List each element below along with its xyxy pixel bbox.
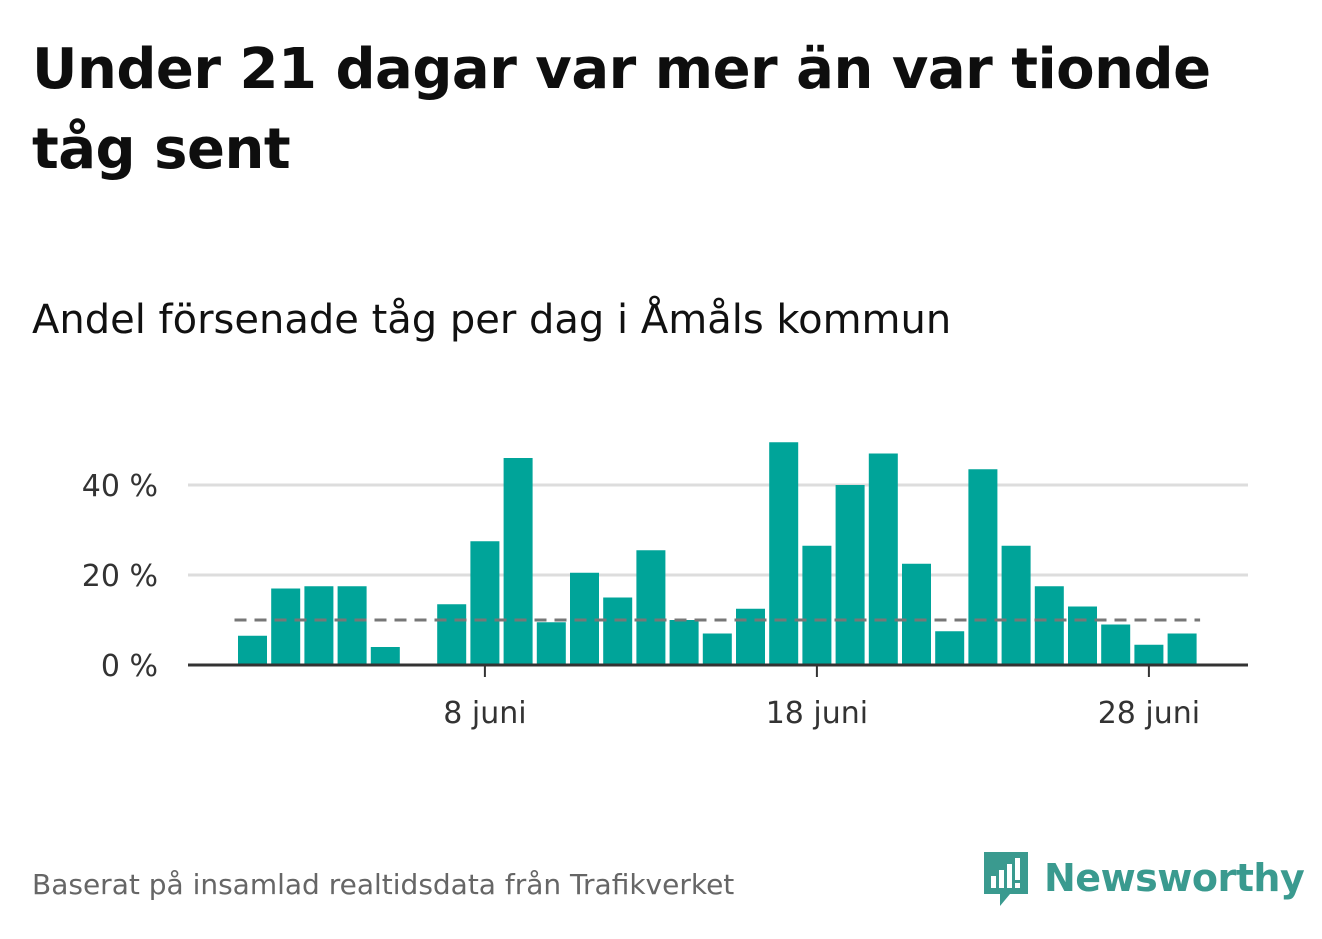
bar — [603, 597, 633, 665]
bar — [868, 453, 898, 665]
y-tick-label: 0 % — [101, 649, 158, 684]
bar — [304, 586, 334, 665]
source-note: Baserat på insamlad realtidsdata från Tr… — [32, 868, 735, 901]
bar — [1034, 586, 1064, 665]
bar — [636, 550, 666, 665]
bar — [437, 604, 467, 665]
bar — [802, 545, 832, 665]
bar — [835, 485, 865, 665]
bar — [503, 458, 533, 665]
y-tick-label: 40 % — [82, 469, 158, 504]
bar — [769, 442, 799, 665]
bar — [702, 633, 732, 665]
x-tick-label: 8 juni — [443, 696, 526, 731]
bar — [470, 541, 500, 665]
bar-chart: 0 % 20 % 40 % 8 juni 18 juni 28 juni — [82, 442, 1248, 731]
newsworthy-logo-icon — [984, 852, 1028, 906]
bar — [370, 647, 400, 665]
bar — [271, 588, 301, 665]
bar — [536, 622, 566, 665]
chart-title: Under 21 dagar var mer än var tionde tåg… — [32, 37, 1211, 182]
bar — [902, 563, 931, 665]
bar — [1167, 633, 1197, 665]
bar — [935, 631, 965, 665]
bar — [968, 469, 998, 665]
bar — [1134, 644, 1164, 665]
x-tick-label: 18 juni — [766, 696, 868, 731]
bar — [238, 635, 267, 665]
newsworthy-logo: Newsworthy — [980, 848, 1305, 908]
bar — [1068, 606, 1097, 665]
bar — [736, 608, 765, 665]
chart-subtitle: Andel försenade tåg per dag i Åmåls komm… — [32, 297, 952, 343]
y-tick-label: 20 % — [82, 559, 158, 594]
bar — [1001, 545, 1031, 665]
logo-text: Newsworthy — [1044, 856, 1305, 900]
bar — [669, 620, 699, 665]
x-tick-label: 28 juni — [1098, 696, 1200, 731]
bar — [1101, 624, 1131, 665]
bar — [337, 586, 367, 665]
